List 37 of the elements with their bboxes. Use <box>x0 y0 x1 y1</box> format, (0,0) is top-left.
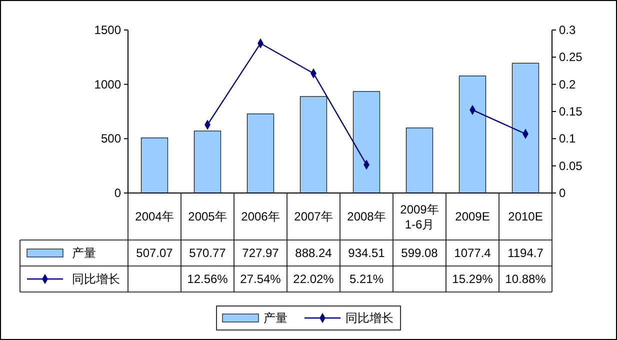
data-label: 12.56% <box>187 272 228 286</box>
y-tick-label: 0 <box>114 186 122 200</box>
data-label: 1194.7 <box>508 246 544 260</box>
y-tick-label: 1500 <box>94 23 122 37</box>
data-label: 888.24 <box>295 246 332 260</box>
y2-tick-label: 0.1 <box>559 132 576 146</box>
y2-tick-label: 0.05 <box>559 158 583 173</box>
data-label: 727.97 <box>242 246 280 260</box>
data-label: 570.77 <box>189 246 226 260</box>
y2-tick-label: 0.3 <box>559 23 576 37</box>
data-label: 15.29% <box>452 272 494 286</box>
x-tick-label: 2005年 <box>188 210 227 224</box>
x-tick-label: 2009年 1-6月 <box>400 202 439 232</box>
data-label: 5.21% <box>349 272 384 286</box>
x-tick-label: 2007年 <box>294 210 333 224</box>
data-label: 507.07 <box>136 246 174 260</box>
x-tick-label: 2010E <box>508 210 543 224</box>
data-label: 22.02% <box>293 272 334 286</box>
data-label: 1077.4 <box>454 246 492 260</box>
y-tick-label: 500 <box>100 132 122 146</box>
y2-tick-label: 0.2 <box>559 77 576 92</box>
text: 产量 <box>264 311 288 325</box>
legend-label: 同比增长 <box>72 272 120 286</box>
y-tick-label: 1000 <box>94 77 122 92</box>
x-tick-label: 2006年 <box>241 210 280 224</box>
y2-tick-label: 0.15 <box>559 104 583 118</box>
x-tick-label: 2004年 <box>135 210 174 224</box>
data-label: 599.08 <box>401 246 438 260</box>
data-label: 10.88% <box>505 272 546 286</box>
data-label: 27.54% <box>240 272 282 286</box>
data-label: 934.51 <box>348 246 386 260</box>
text: 同比增长 <box>346 311 394 325</box>
y2-tick-label: 0 <box>559 186 566 200</box>
x-tick-label: 2009E <box>455 210 490 224</box>
legend-label: 产量 <box>72 246 96 260</box>
y2-tick-label: 0.25 <box>559 50 583 64</box>
x-tick-label: 2008年 <box>347 210 386 224</box>
